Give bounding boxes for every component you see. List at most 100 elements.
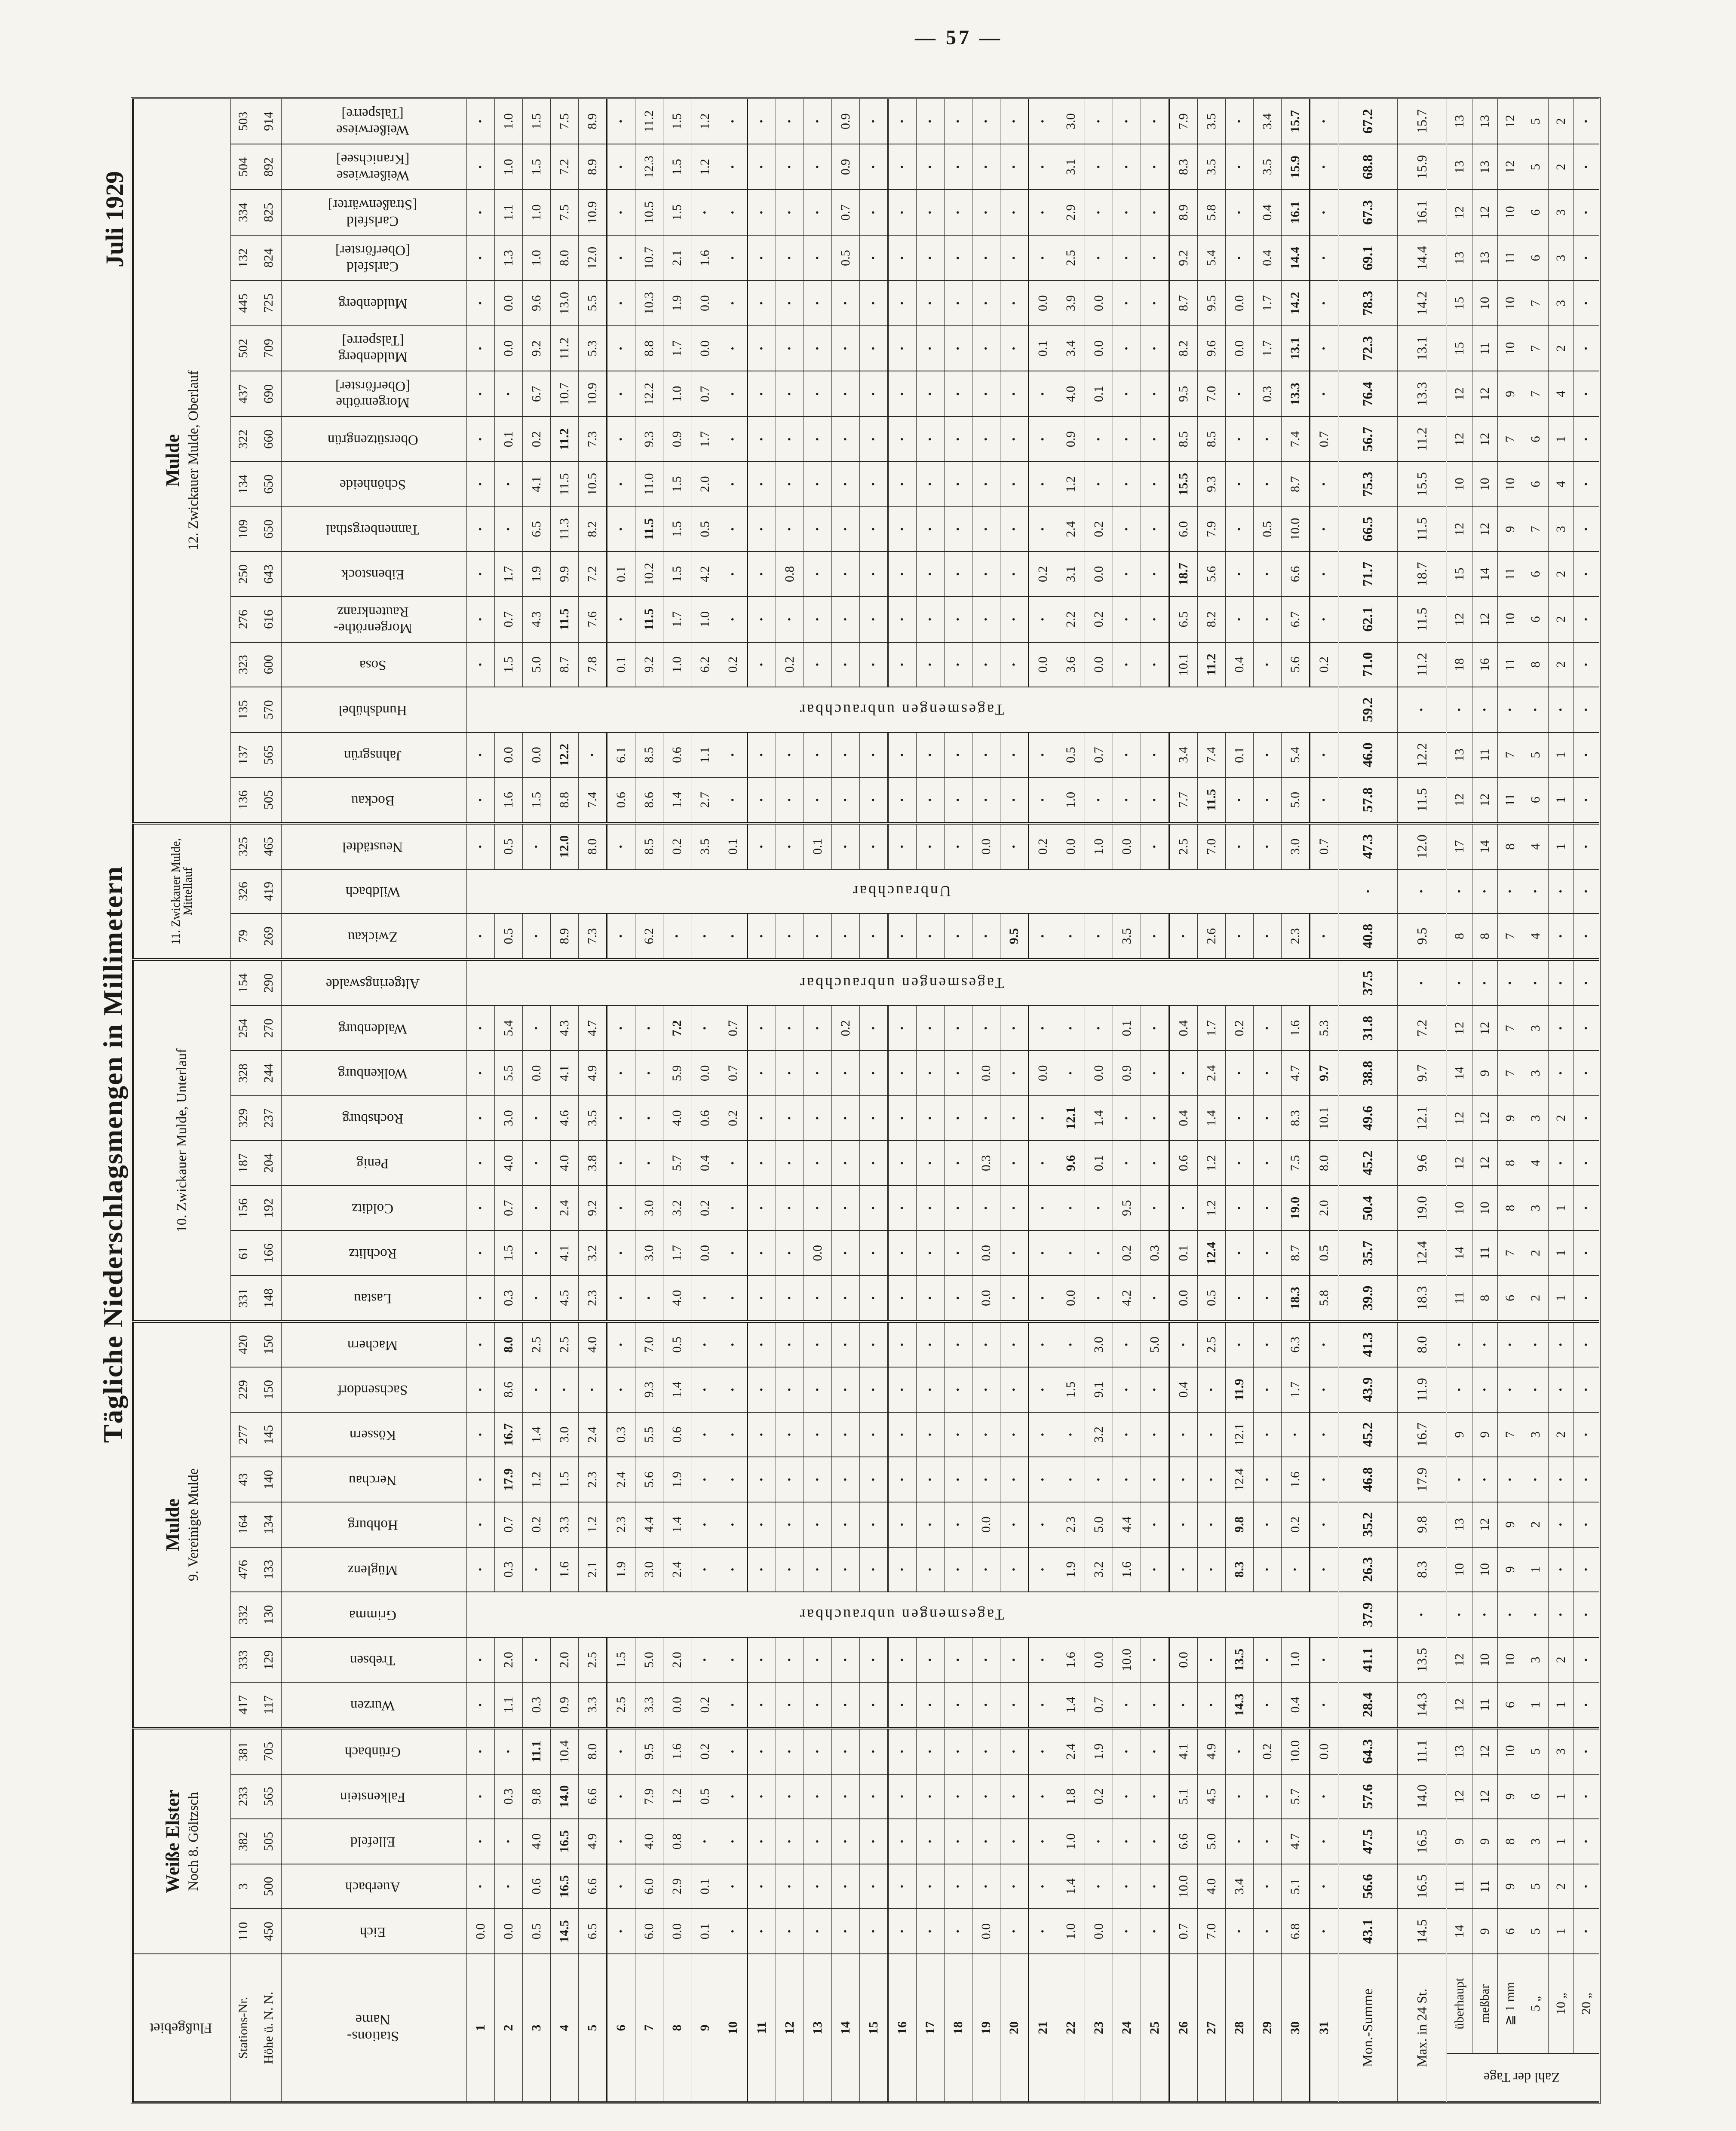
day-value: · [1057,1321,1085,1368]
day-value: · [888,461,917,507]
day-value: · [1310,99,1339,144]
day-value: · [1169,1502,1198,1547]
mon-summe-value: 57.6 [1338,1774,1398,1819]
day-value: · [972,1774,1000,1819]
zahl-sub-label: 5 „ [1523,1953,1549,2054]
day-value: · [1253,1502,1282,1547]
day-value: · [719,1864,748,1909]
station-name: Grimma [281,1592,467,1637]
day-value: · [719,1774,748,1819]
station-nr: 109 [230,506,256,552]
zahl-value: · [1548,1502,1574,1547]
day-value: · [1225,99,1254,144]
day-value: 1.2 [1197,1141,1226,1186]
mon-summe-value: 37.5 [1338,959,1398,1006]
day-value: 8.9 [578,144,607,190]
day-value: · [466,99,495,144]
day-value: · [859,732,888,778]
zahl-value: · [1446,1321,1472,1368]
day-value: · [1310,596,1339,642]
day-value: · [747,1774,776,1819]
day-value: · [776,371,804,417]
day-label: 4 [550,1953,579,2102]
max24-value: 12.1 [1397,1095,1447,1141]
day-value: · [888,1185,917,1231]
zahl-sub-label: überhaupt [1446,1953,1472,2054]
zahl-value: 1 [1548,823,1574,869]
day-value: · [1310,1637,1339,1683]
day-value: · [719,1321,748,1368]
day-value: 0.1 [691,1909,719,1954]
day-value: 1.5 [1057,1367,1085,1412]
day-value: 8.9 [1169,190,1198,236]
station-name: Bockau [281,777,467,823]
day-value: · [776,1864,804,1909]
day-value: · [1113,1864,1141,1909]
mon-summe-value: 41.3 [1338,1321,1398,1368]
day-value: 9.2 [1169,235,1198,281]
day-value: 11.0 [635,461,663,507]
station-elevation: 150 [256,1367,282,1412]
day-value: · [916,1276,945,1322]
day-value: · [466,1864,495,1909]
day-value: · [1141,1864,1169,1909]
day-value: · [747,552,776,597]
day-value: 1.7 [1253,325,1282,371]
zahl-value: · [1548,869,1574,914]
day-value: · [972,190,1000,236]
day-value: · [691,1502,719,1547]
day-value: 2.3 [578,1276,607,1322]
day-value: 0.0 [494,732,523,778]
day-value: 12.1 [1225,1412,1254,1457]
zahl-value: · [1446,1592,1472,1637]
station-name: Kössern [281,1412,467,1457]
station-elevation: 269 [256,914,282,960]
zahl-value: 9 [1497,1502,1523,1547]
day-value: · [888,371,917,417]
day-value: · [466,1276,495,1322]
day-value: · [494,1819,523,1864]
day-value: · [1000,1774,1029,1819]
day-value: · [607,235,635,281]
day-value: · [1141,325,1169,371]
day-value: 8.7 [1281,461,1310,507]
station-name: Morgenröthe [Oberförster] [281,371,467,417]
day-value: · [944,732,972,778]
zahl-value: · [1548,1141,1574,1186]
day-value: · [1141,506,1169,552]
day-value: 0.3 [494,1774,523,1819]
zahl-value: · [1573,642,1599,687]
day-value: 6.0 [635,1864,663,1909]
day-value: 2.2 [1057,596,1085,642]
day-value: · [607,1819,635,1864]
day-value: · [635,1141,663,1186]
day-value: · [972,1457,1000,1502]
day-value: · [1225,461,1254,507]
day-value: · [776,1276,804,1322]
day-value: 0.0 [691,281,719,326]
day-value: · [719,371,748,417]
day-value: · [1000,325,1029,371]
day-value: 0.5 [522,1909,551,1954]
day-value: · [972,1412,1000,1457]
day-value: 4.6 [550,1095,579,1141]
day-value: · [944,1637,972,1683]
day-value: · [466,823,495,869]
day-value: · [466,235,495,281]
day-value: 0.7 [494,596,523,642]
zahl-value: 12 [1472,190,1498,236]
day-label: 19 [972,1953,1000,2102]
day-value: · [888,1006,917,1051]
day-value: · [1253,1006,1282,1051]
max24-value: 9.8 [1397,1502,1447,1547]
day-value: · [466,190,495,236]
max24-value: 15.7 [1397,99,1447,144]
day-value: · [916,1728,945,1774]
day-value: · [831,1909,860,1954]
day-value: · [776,235,804,281]
day-value: · [1113,1457,1141,1502]
day-value: · [747,1637,776,1683]
day-value: · [1085,417,1113,462]
zahl-sub-label: 10 „ [1548,1953,1574,2054]
day-value: · [466,1728,495,1774]
